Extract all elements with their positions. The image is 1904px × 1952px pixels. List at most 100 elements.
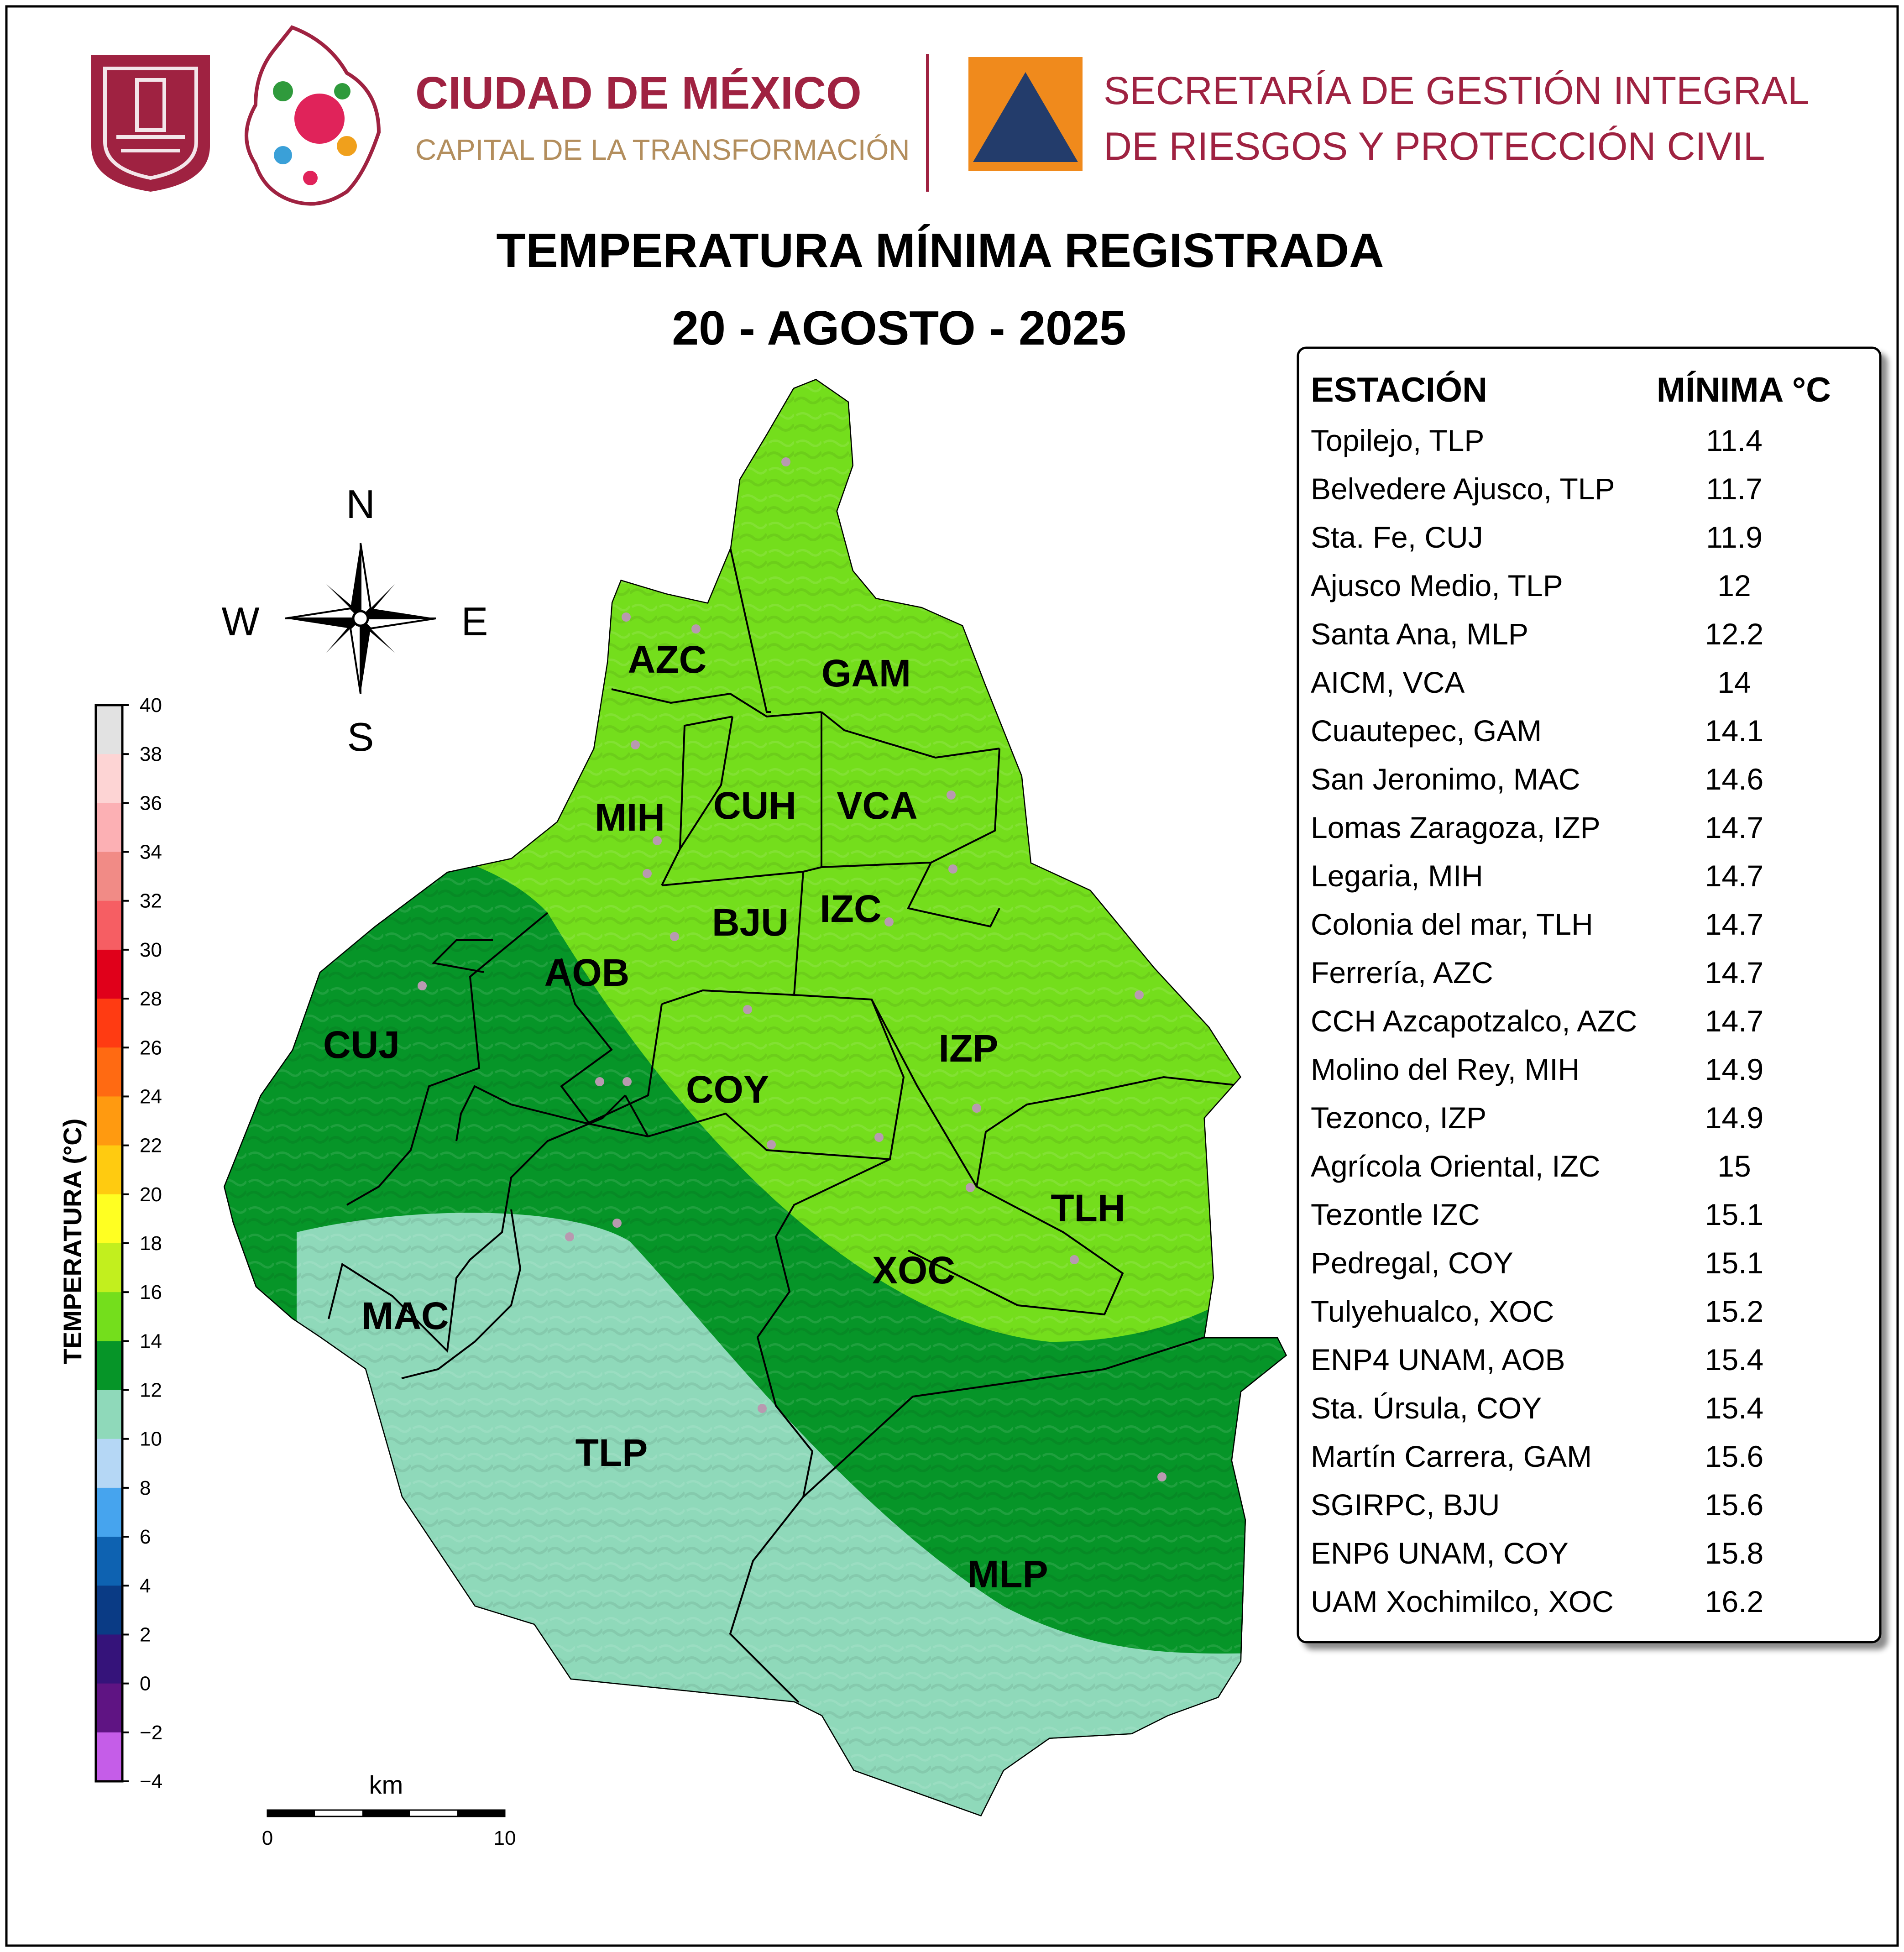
station-name: Cuautepec, GAM [1311,714,1542,748]
station-name: Molino del Rey, MIH [1311,1052,1580,1086]
station-name: SGIRPC, BJU [1311,1488,1500,1522]
colorbar-band [96,1096,122,1146]
table-header-min: MÍNIMA °C [1657,371,1831,409]
borough-label-tlp: TLP [575,1431,648,1474]
station-min-temp: 14.7 [1705,1004,1763,1038]
station-table-box [1297,346,1882,1643]
colorbar-band [96,999,122,1048]
station-name: Tezontle IZC [1311,1198,1480,1231]
borough-label-azc: AZC [628,638,707,681]
map-date: 20 - AGOSTO - 2025 [672,301,1126,355]
station-marker [595,1077,604,1086]
borough-label-mih: MIH [595,796,665,839]
borough-label-vca: VCA [837,784,917,827]
station-marker [767,1140,776,1149]
compass-south-label: S [347,714,374,759]
station-min-temp: 12.2 [1705,617,1763,651]
station-marker [781,457,790,466]
borough-label-izp: IZP [939,1027,999,1070]
colorbar-band [96,754,122,803]
station-name: UAM Xochimilco, XOC [1311,1585,1614,1618]
station-min-temp: 15 [1717,1149,1751,1183]
colorbar-band [96,1586,122,1635]
colorbar-band [96,803,122,853]
borough-label-cuh: CUH [713,784,796,827]
station-name: Belvedere Ajusco, TLP [1311,472,1615,506]
station-min-temp: 14.1 [1705,714,1763,748]
borough-label-bju: BJU [712,901,789,944]
colorbar-band [96,900,122,950]
colorbar-tick-label: 22 [140,1135,162,1157]
borough-label-tlh: TLH [1051,1187,1125,1230]
station-min-temp: 14.9 [1705,1101,1763,1135]
station-name: Agrícola Oriental, IZC [1311,1149,1601,1183]
borough-label-gam: GAM [821,652,911,695]
station-marker [874,1133,884,1142]
colorbar-band [96,1537,122,1586]
station-min-temp: 15.1 [1705,1198,1763,1231]
borough-label-aob: AOB [544,951,630,994]
station-marker [972,1104,981,1113]
station-name: Legaria, MIH [1311,859,1483,893]
table-row: Topilejo, TLP 11.4 [1311,424,1763,457]
station-marker [691,624,701,633]
table-row: Pedregal, COY 15.1 [1311,1246,1763,1280]
colorbar-tick-label: 8 [140,1477,151,1499]
colorbar-band [96,852,122,901]
cdmx-outline [224,379,1287,1816]
station-marker [622,612,631,622]
borough-boundaries [328,547,1249,1703]
colorbar-label: TEMPERATURA (°C) [58,1119,87,1365]
colorbar-band [96,1487,122,1537]
colorbar-band [96,1047,122,1097]
station-name: Tulyehualco, XOC [1311,1294,1554,1328]
colorbar-tick-label: 36 [140,792,162,814]
station-name: San Jeronimo, MAC [1311,762,1580,796]
table-row: San Jeronimo, MAC 14.6 [1311,762,1763,796]
station-name: Topilejo, TLP [1311,424,1484,457]
table-row: Ferrería, AZC 14.7 [1311,956,1763,989]
table-row: AICM, VCA 14 [1311,665,1751,699]
borough-label-mac: MAC [361,1294,449,1337]
colorbar-band [96,1341,122,1391]
compass-rose-icon [285,543,436,694]
station-marker [947,790,956,800]
colorbar-band [96,1145,122,1195]
colorbar-band [96,1732,122,1782]
colorbar-tick-label: 14 [140,1330,162,1352]
station-marker [743,1005,752,1014]
station-min-temp: 15.8 [1705,1536,1763,1570]
station-marker [670,932,679,941]
table-row: ENP4 UNAM, AOB 15.4 [1311,1343,1763,1376]
colorbar-tick-label: 32 [140,890,162,912]
station-markers [418,457,1166,1481]
colorbar-tick-label: 20 [140,1183,162,1206]
station-marker [758,1404,767,1413]
station-name: Ferrería, AZC [1311,956,1493,989]
station-min-temp: 15.1 [1705,1246,1763,1280]
table-row: Molino del Rey, MIH 14.9 [1311,1052,1763,1086]
station-marker [1157,1472,1166,1481]
table-row: Sta. Úrsula, COY 15.4 [1311,1391,1763,1425]
station-min-temp: 15.6 [1705,1488,1763,1522]
agency-line-2: DE RIESGOS Y PROTECCIÓN CIVIL [1104,125,1765,168]
station-name: CCH Azcapotzalco, AZC [1311,1004,1637,1038]
colorbar-tick-label: 30 [140,939,162,961]
colorbar-tick-label: 40 [140,694,162,717]
table-row: ENP6 UNAM, COY 15.8 [1311,1536,1763,1570]
colorbar-band [96,705,122,754]
city-subtitle: CAPITAL DE LA TRANSFORMACIÓN [415,133,910,166]
station-min-temp: 15.4 [1705,1343,1763,1376]
station-min-temp: 14.7 [1705,907,1763,941]
station-min-temp: 14.6 [1705,762,1763,796]
station-name: Martín Carrera, GAM [1311,1439,1592,1473]
colorbar-tick-label: 16 [140,1281,162,1303]
table-row: Tezonco, IZP 14.9 [1311,1101,1763,1135]
table-row: Santa Ana, MLP 12.2 [1311,617,1763,651]
station-name: Santa Ana, MLP [1311,617,1528,651]
scale-max-label: 10 [494,1827,516,1849]
colorbar-tick-label: −4 [140,1770,162,1793]
station-marker [565,1232,574,1241]
station-name: ENP6 UNAM, COY [1311,1536,1569,1570]
colorbar-tick-label: 24 [140,1085,162,1108]
